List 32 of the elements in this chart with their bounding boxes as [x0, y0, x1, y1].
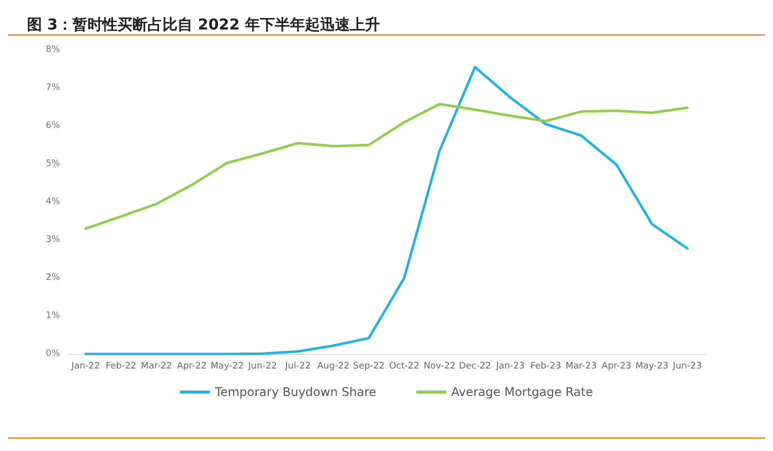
x-tick-label: Oct-22 — [389, 362, 420, 372]
legend-label: Average Mortgage Rate — [451, 385, 593, 399]
legend-label: Temporary Buydown Share — [214, 385, 376, 399]
x-tick-label: Jul-22 — [284, 362, 311, 372]
x-tick-label: Feb-22 — [106, 362, 136, 372]
y-tick-label: 0% — [46, 349, 60, 359]
y-tick-label: 5% — [46, 159, 60, 169]
line-series — [84, 66, 689, 356]
line-series — [84, 102, 689, 230]
x-tick-label: Mar-23 — [566, 362, 597, 372]
x-tick-label: Dec-22 — [458, 362, 492, 372]
y-tick-label: 1% — [46, 311, 60, 321]
x-tick-label: Apr-23 — [602, 362, 632, 372]
x-tick-label: Jun-22 — [247, 362, 278, 372]
x-tick-label: Jan-22 — [70, 362, 100, 372]
y-tick-label: 8% — [46, 45, 60, 55]
y-tick-label: 4% — [46, 197, 60, 207]
x-tick-label: Mar-22 — [140, 362, 172, 372]
y-tick-label: 7% — [46, 83, 60, 93]
x-tick-label: May-22 — [210, 362, 244, 372]
x-tick-label: Nov-22 — [424, 362, 456, 372]
x-tick-label: May-23 — [635, 362, 668, 372]
x-tick-label: Aug-22 — [317, 362, 350, 372]
x-tick-label: Feb-23 — [530, 362, 562, 372]
y-tick-label: 2% — [46, 273, 60, 283]
x-tick-label: Jun-23 — [672, 362, 702, 372]
x-tick-label: Jan-23 — [495, 362, 525, 372]
y-tick-label: 3% — [46, 235, 60, 245]
x-tick-label: Apr-22 — [177, 362, 207, 372]
x-tick-label: Sep-22 — [352, 362, 385, 372]
chart-title: 图 3：暂时性买断占比自 2022 年下半年起迅速上升 — [27, 16, 380, 34]
y-tick-label: 6% — [46, 121, 60, 131]
